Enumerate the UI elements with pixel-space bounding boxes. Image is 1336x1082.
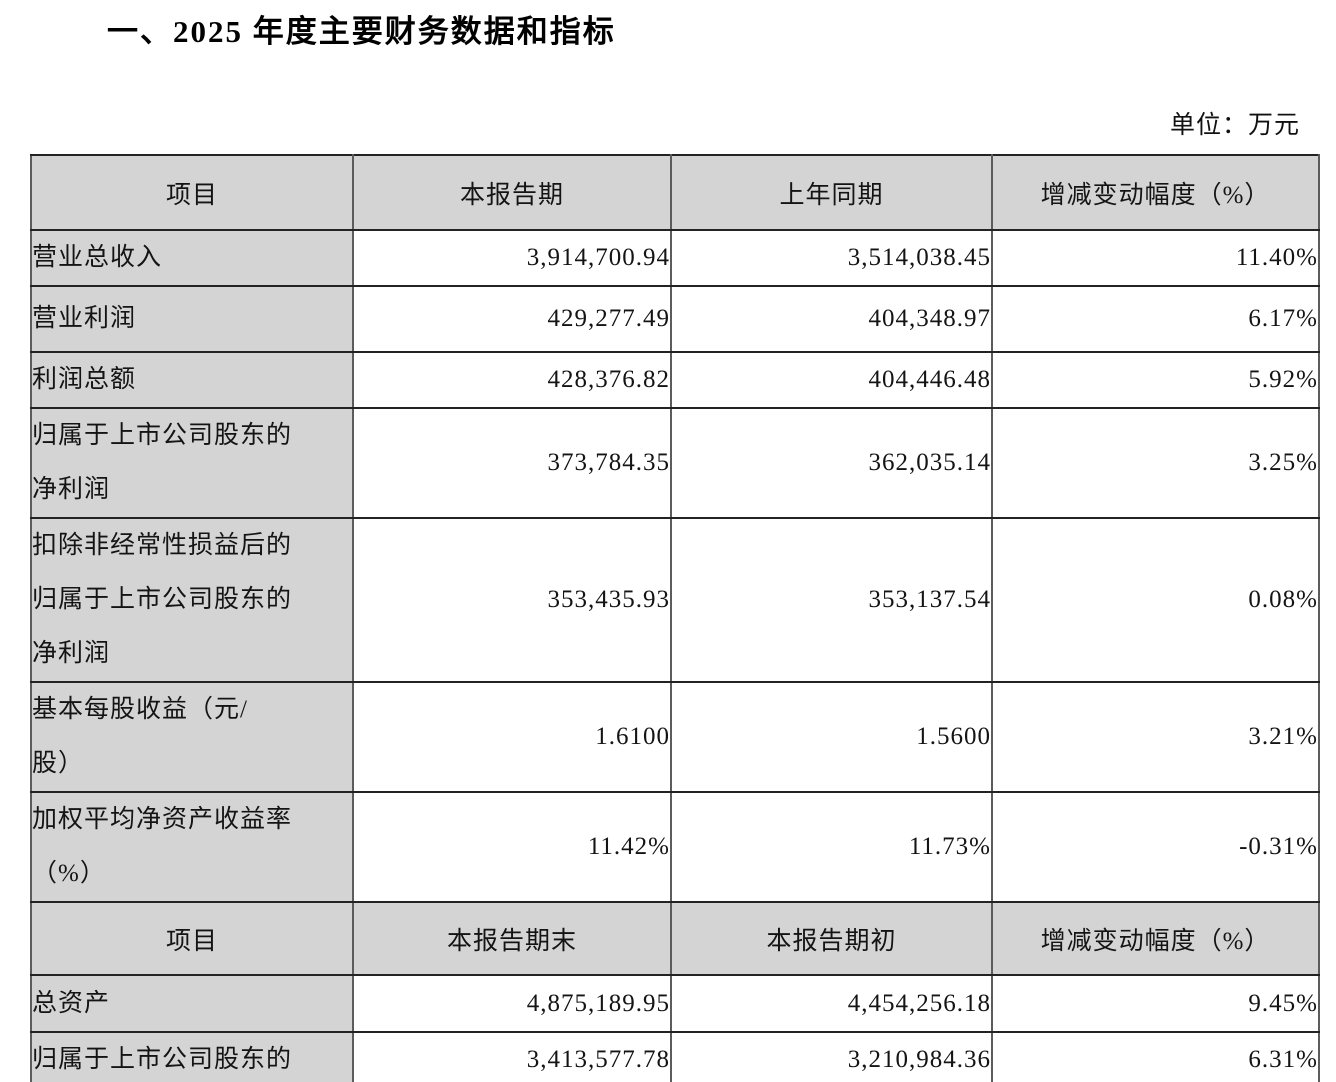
item-label-cell: 利润总额 xyxy=(30,351,354,409)
current-value-cell: 373,784.35 xyxy=(352,407,672,519)
item-label-cell: 扣除非经常性损益后的 归属于上市公司股东的 净利润 xyxy=(30,517,354,683)
change-value-cell: 11.40% xyxy=(991,229,1320,287)
current-value-cell: 3,914,700.94 xyxy=(352,229,672,287)
item-label-cell: 加权平均净资产收益率 （%） xyxy=(30,791,354,903)
change-value-cell: 9.45% xyxy=(991,974,1320,1033)
page-title: 一、2025 年度主要财务数据和指标 xyxy=(107,14,616,49)
financial-indicators-table: 项目 本报告期 上年同期 增减变动幅度（%） 营业总收入 3,914,700.9… xyxy=(30,154,1320,1082)
change-value-cell: 3.25% xyxy=(991,407,1320,519)
item-label-cell: 归属于上市公司股东的 净利润 xyxy=(30,407,354,519)
current-value-cell: 353,435.93 xyxy=(352,517,672,683)
item-label-cell: 基本每股收益（元/ 股） xyxy=(30,681,354,793)
prior-value-cell: 3,210,984.36 xyxy=(670,1031,993,1082)
row-operating-profit: 营业利润 429,277.49 404,348.97 6.17% xyxy=(30,285,1320,353)
header-change-cell: 增减变动幅度（%） xyxy=(991,901,1320,976)
unit-note: 单位：万元 xyxy=(1169,112,1300,139)
item-label-cell: 总资产 xyxy=(30,974,354,1033)
row-basic-eps: 基本每股收益（元/ 股） 1.6100 1.5600 3.21% xyxy=(30,681,1320,793)
row-equity-attributable: 归属于上市公司股东的 3,413,577.78 3,210,984.36 6.3… xyxy=(30,1031,1320,1082)
prior-value-cell: 404,348.97 xyxy=(670,285,993,353)
prior-value-cell: 4,454,256.18 xyxy=(670,974,993,1033)
item-label-cell: 归属于上市公司股东的 xyxy=(30,1031,354,1082)
prior-value-cell: 3,514,038.45 xyxy=(670,229,993,287)
current-value-cell: 1.6100 xyxy=(352,681,672,793)
header-item-cell: 项目 xyxy=(30,901,354,976)
change-value-cell: -0.31% xyxy=(991,791,1320,903)
prior-value-cell: 362,035.14 xyxy=(670,407,993,519)
table-header-row-balance: 项目 本报告期末 本报告期初 增减变动幅度（%） xyxy=(30,901,1320,976)
header-current-period-cell: 本报告期 xyxy=(352,154,672,231)
header-prior-period-cell: 上年同期 xyxy=(670,154,993,231)
table-header-row-period: 项目 本报告期 上年同期 增减变动幅度（%） xyxy=(30,154,1320,231)
change-value-cell: 3.21% xyxy=(991,681,1320,793)
item-label-cell: 营业总收入 xyxy=(30,229,354,287)
current-value-cell: 3,413,577.78 xyxy=(352,1031,672,1082)
prior-value-cell: 404,446.48 xyxy=(670,351,993,409)
change-value-cell: 5.92% xyxy=(991,351,1320,409)
header-item-cell: 项目 xyxy=(30,154,354,231)
change-value-cell: 6.31% xyxy=(991,1031,1320,1082)
header-change-cell: 增减变动幅度（%） xyxy=(991,154,1320,231)
change-value-cell: 6.17% xyxy=(991,285,1320,353)
header-period-end-cell: 本报告期末 xyxy=(352,901,672,976)
header-period-start-cell: 本报告期初 xyxy=(670,901,993,976)
item-label-cell: 营业利润 xyxy=(30,285,354,353)
row-net-profit-attributable: 归属于上市公司股东的 净利润 373,784.35 362,035.14 3.2… xyxy=(30,407,1320,519)
row-total-revenue: 营业总收入 3,914,700.94 3,514,038.45 11.40% xyxy=(30,229,1320,287)
prior-value-cell: 11.73% xyxy=(670,791,993,903)
row-total-assets: 总资产 4,875,189.95 4,454,256.18 9.45% xyxy=(30,974,1320,1033)
current-value-cell: 428,376.82 xyxy=(352,351,672,409)
change-value-cell: 0.08% xyxy=(991,517,1320,683)
prior-value-cell: 353,137.54 xyxy=(670,517,993,683)
current-value-cell: 4,875,189.95 xyxy=(352,974,672,1033)
document-page: 一、2025 年度主要财务数据和指标 单位：万元 项目 本报告期 上年同期 增减… xyxy=(0,6,1336,1082)
row-weighted-avg-roe: 加权平均净资产收益率 （%） 11.42% 11.73% -0.31% xyxy=(30,791,1320,903)
row-total-profit: 利润总额 428,376.82 404,446.48 5.92% xyxy=(30,351,1320,409)
current-value-cell: 429,277.49 xyxy=(352,285,672,353)
row-net-profit-excl-nonrecurring: 扣除非经常性损益后的 归属于上市公司股东的 净利润 353,435.93 353… xyxy=(30,517,1320,683)
current-value-cell: 11.42% xyxy=(352,791,672,903)
prior-value-cell: 1.5600 xyxy=(670,681,993,793)
